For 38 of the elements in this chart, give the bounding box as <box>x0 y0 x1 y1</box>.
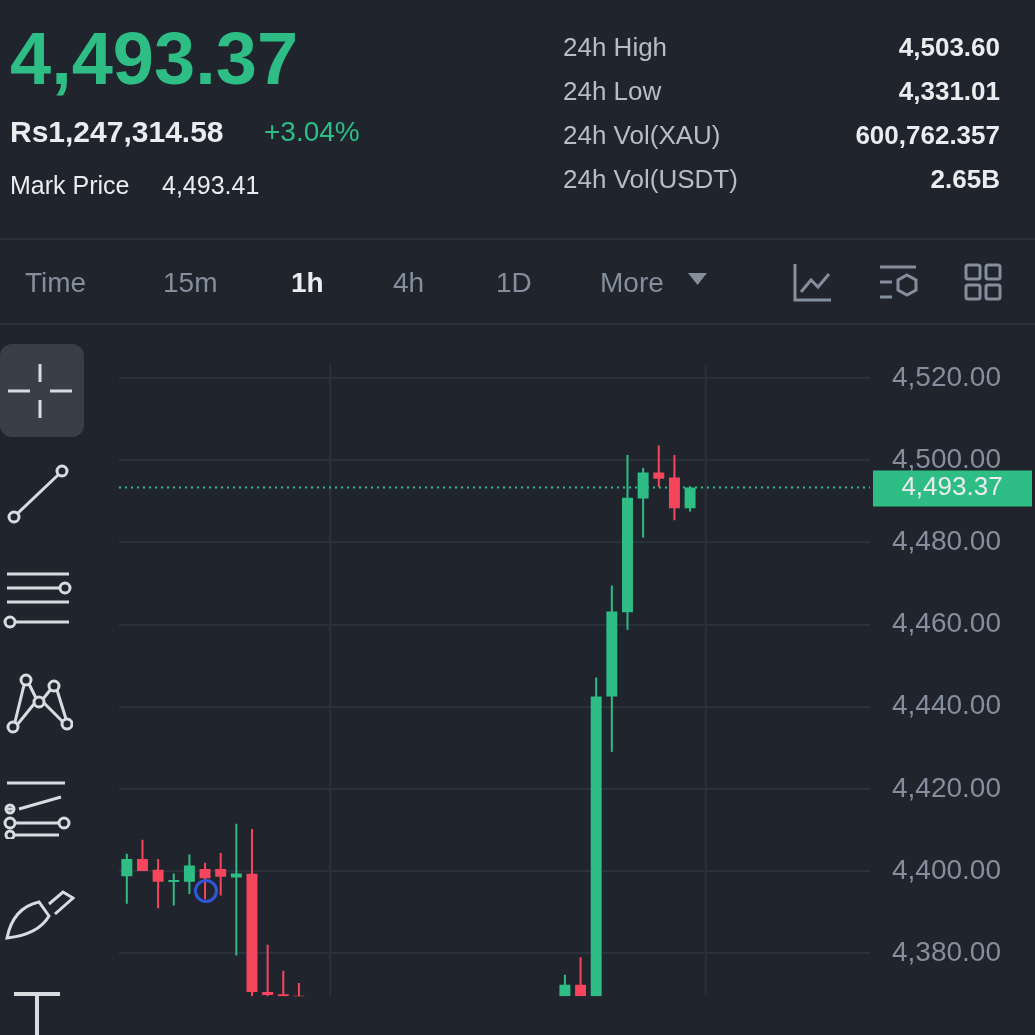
text: 1D <box>496 267 532 298</box>
y-tick-label: 4,380.00 <box>892 935 1001 967</box>
candlestick <box>277 969 289 997</box>
y-tick-label: 4,440.00 <box>892 689 1001 721</box>
text: 4,493.41 <box>162 171 260 199</box>
y-tick-label: 4,460.00 <box>892 607 1001 639</box>
text: 24h High <box>563 32 668 62</box>
candlestick <box>199 861 211 901</box>
text: 600,762.357 <box>855 120 1000 150</box>
y-tick-label: 4,420.00 <box>892 771 1001 803</box>
y-tick-label: 4,400.00 <box>892 853 1001 885</box>
text: 24h Vol(USDT) <box>563 164 738 194</box>
candlestick <box>121 852 133 905</box>
text: +3.04% <box>264 116 360 147</box>
candlestick <box>230 822 242 957</box>
text: Mark Price <box>10 171 130 199</box>
candlestick <box>136 838 148 872</box>
text: 24h Vol(XAU) <box>563 120 721 150</box>
text: 1h <box>291 267 324 298</box>
candlestick <box>183 853 195 895</box>
text: 2.65B <box>930 164 1000 194</box>
text: 24h Low <box>563 76 662 106</box>
text: Rs1,247,314.58 <box>10 115 224 148</box>
candlestick <box>152 858 164 910</box>
text: 4h <box>393 267 425 298</box>
y-tick-label: 4,520.00 <box>892 360 1001 392</box>
candlestick <box>262 943 274 997</box>
candlestick <box>215 851 227 897</box>
text: Time <box>25 267 87 298</box>
y-tick-label: 4,480.00 <box>892 525 1001 557</box>
chart-title: 4,493.37 <box>10 17 299 100</box>
text: 15m <box>163 267 218 298</box>
candlestick <box>168 872 180 907</box>
text: 4,331.01 <box>898 76 1000 106</box>
text: More <box>600 267 664 298</box>
candlestick <box>575 956 587 997</box>
candlestick <box>653 444 665 488</box>
text: 4,503.60 <box>898 32 1000 62</box>
